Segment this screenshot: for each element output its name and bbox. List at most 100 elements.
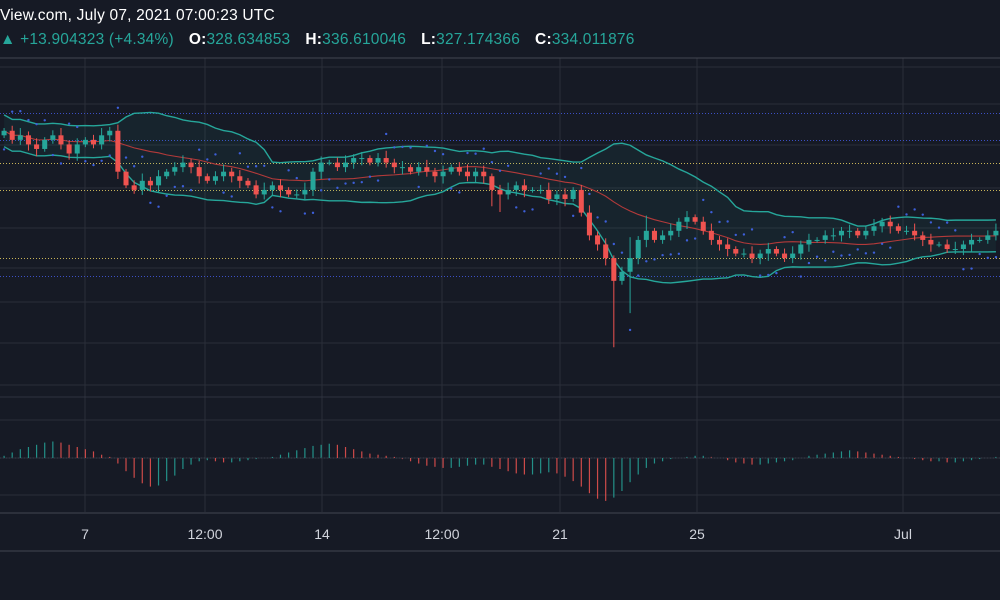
candle-body[interactable] — [830, 235, 836, 237]
candle-body[interactable] — [879, 221, 885, 227]
candle-body[interactable] — [82, 139, 88, 145]
candle-body[interactable] — [635, 239, 641, 259]
candle-body[interactable] — [871, 226, 877, 231]
candle-body[interactable] — [985, 235, 991, 240]
candle-body[interactable] — [716, 239, 723, 245]
candle-body[interactable] — [838, 230, 844, 236]
candle-body[interactable] — [903, 230, 910, 232]
candle-body[interactable] — [310, 171, 316, 190]
candle-body[interactable] — [749, 253, 755, 259]
candle-body[interactable] — [546, 189, 552, 199]
candle-body[interactable] — [969, 239, 975, 245]
candle-body[interactable] — [708, 230, 714, 240]
candle-body[interactable] — [538, 189, 544, 191]
candle-body[interactable] — [351, 158, 357, 163]
candle-body[interactable] — [269, 185, 275, 190]
candle-body[interactable] — [489, 176, 495, 190]
candle-body[interactable] — [204, 176, 210, 181]
candle-body[interactable] — [562, 194, 568, 199]
candle-body[interactable] — [773, 249, 779, 254]
candle-body[interactable] — [700, 221, 706, 231]
candle-body[interactable] — [212, 176, 218, 181]
candle-body[interactable] — [375, 158, 381, 163]
candle-body[interactable] — [139, 180, 145, 190]
candle-body[interactable] — [107, 130, 113, 136]
candle-body[interactable] — [464, 171, 470, 177]
candle-body[interactable] — [855, 230, 861, 236]
candle-body[interactable] — [521, 185, 527, 190]
candle-body[interactable] — [651, 230, 657, 240]
candle-body[interactable] — [692, 217, 698, 222]
candle-body[interactable] — [277, 185, 284, 190]
candle-body[interactable] — [570, 189, 576, 199]
candle-body[interactable] — [586, 212, 592, 236]
candle-body[interactable] — [611, 258, 617, 281]
candle-body[interactable] — [90, 139, 97, 145]
candle-body[interactable] — [936, 244, 942, 246]
candle-body[interactable] — [147, 180, 153, 186]
candle-body[interactable] — [627, 258, 633, 272]
candle-body[interactable] — [481, 171, 487, 177]
candle-body[interactable] — [261, 189, 267, 195]
candle-body[interactable] — [245, 180, 251, 186]
candle-body[interactable] — [944, 244, 950, 250]
candle-body[interactable] — [99, 135, 105, 145]
candle-body[interactable] — [660, 235, 666, 240]
candle-body[interactable] — [399, 167, 405, 169]
candle-body[interactable] — [887, 221, 893, 227]
candle-body[interactable] — [977, 239, 983, 241]
candle-body[interactable] — [814, 239, 820, 241]
candle-body[interactable] — [578, 189, 584, 213]
candle-body[interactable] — [1, 130, 7, 136]
candle-body[interactable] — [318, 162, 324, 172]
candle-body[interactable] — [58, 135, 64, 145]
candle-body[interactable] — [196, 167, 202, 177]
candle-body[interactable] — [172, 167, 178, 172]
candle-body[interactable] — [595, 235, 601, 245]
candle-body[interactable] — [408, 167, 414, 172]
candle-body[interactable] — [115, 130, 121, 172]
candle-body[interactable] — [733, 249, 739, 254]
candle-body[interactable] — [643, 230, 649, 240]
candle-body[interactable] — [684, 217, 690, 222]
candle-body[interactable] — [497, 189, 503, 195]
candle-body[interactable] — [920, 235, 926, 240]
candle-body[interactable] — [513, 185, 519, 190]
candle-body[interactable] — [668, 230, 674, 236]
candle-body[interactable] — [302, 189, 308, 195]
candle-body[interactable] — [424, 167, 430, 172]
candle-body[interactable] — [440, 171, 446, 177]
candle-body[interactable] — [432, 171, 438, 177]
candle-body[interactable] — [326, 162, 332, 164]
candle-body[interactable] — [34, 144, 40, 149]
candle-body[interactable] — [391, 162, 397, 168]
candle-body[interactable] — [473, 171, 479, 177]
candle-body[interactable] — [42, 139, 48, 149]
candle-body[interactable] — [993, 230, 999, 236]
candle-body[interactable] — [253, 185, 259, 195]
candle-body[interactable] — [221, 171, 227, 177]
candle-body[interactable] — [9, 130, 15, 140]
candle-body[interactable] — [505, 189, 511, 195]
candle-body[interactable] — [603, 244, 609, 259]
candle-body[interactable] — [456, 167, 462, 172]
candle-body[interactable] — [294, 194, 300, 196]
candle-body[interactable] — [334, 162, 340, 168]
candle-body[interactable] — [619, 271, 625, 281]
candle-body[interactable] — [17, 135, 23, 140]
candle-body[interactable] — [448, 167, 454, 172]
candle-body[interactable] — [530, 189, 536, 191]
candle-body[interactable] — [131, 185, 137, 190]
candle-body[interactable] — [806, 239, 812, 245]
candle-body[interactable] — [741, 253, 747, 255]
candle-body[interactable] — [66, 144, 72, 154]
candle-body[interactable] — [383, 158, 389, 163]
candle-body[interactable] — [367, 158, 373, 163]
candle-body[interactable] — [822, 235, 828, 240]
candle-body[interactable] — [895, 226, 901, 231]
candle-body[interactable] — [912, 230, 918, 236]
candle-body[interactable] — [847, 230, 853, 232]
candle-body[interactable] — [790, 253, 796, 259]
candle-body[interactable] — [960, 244, 966, 250]
